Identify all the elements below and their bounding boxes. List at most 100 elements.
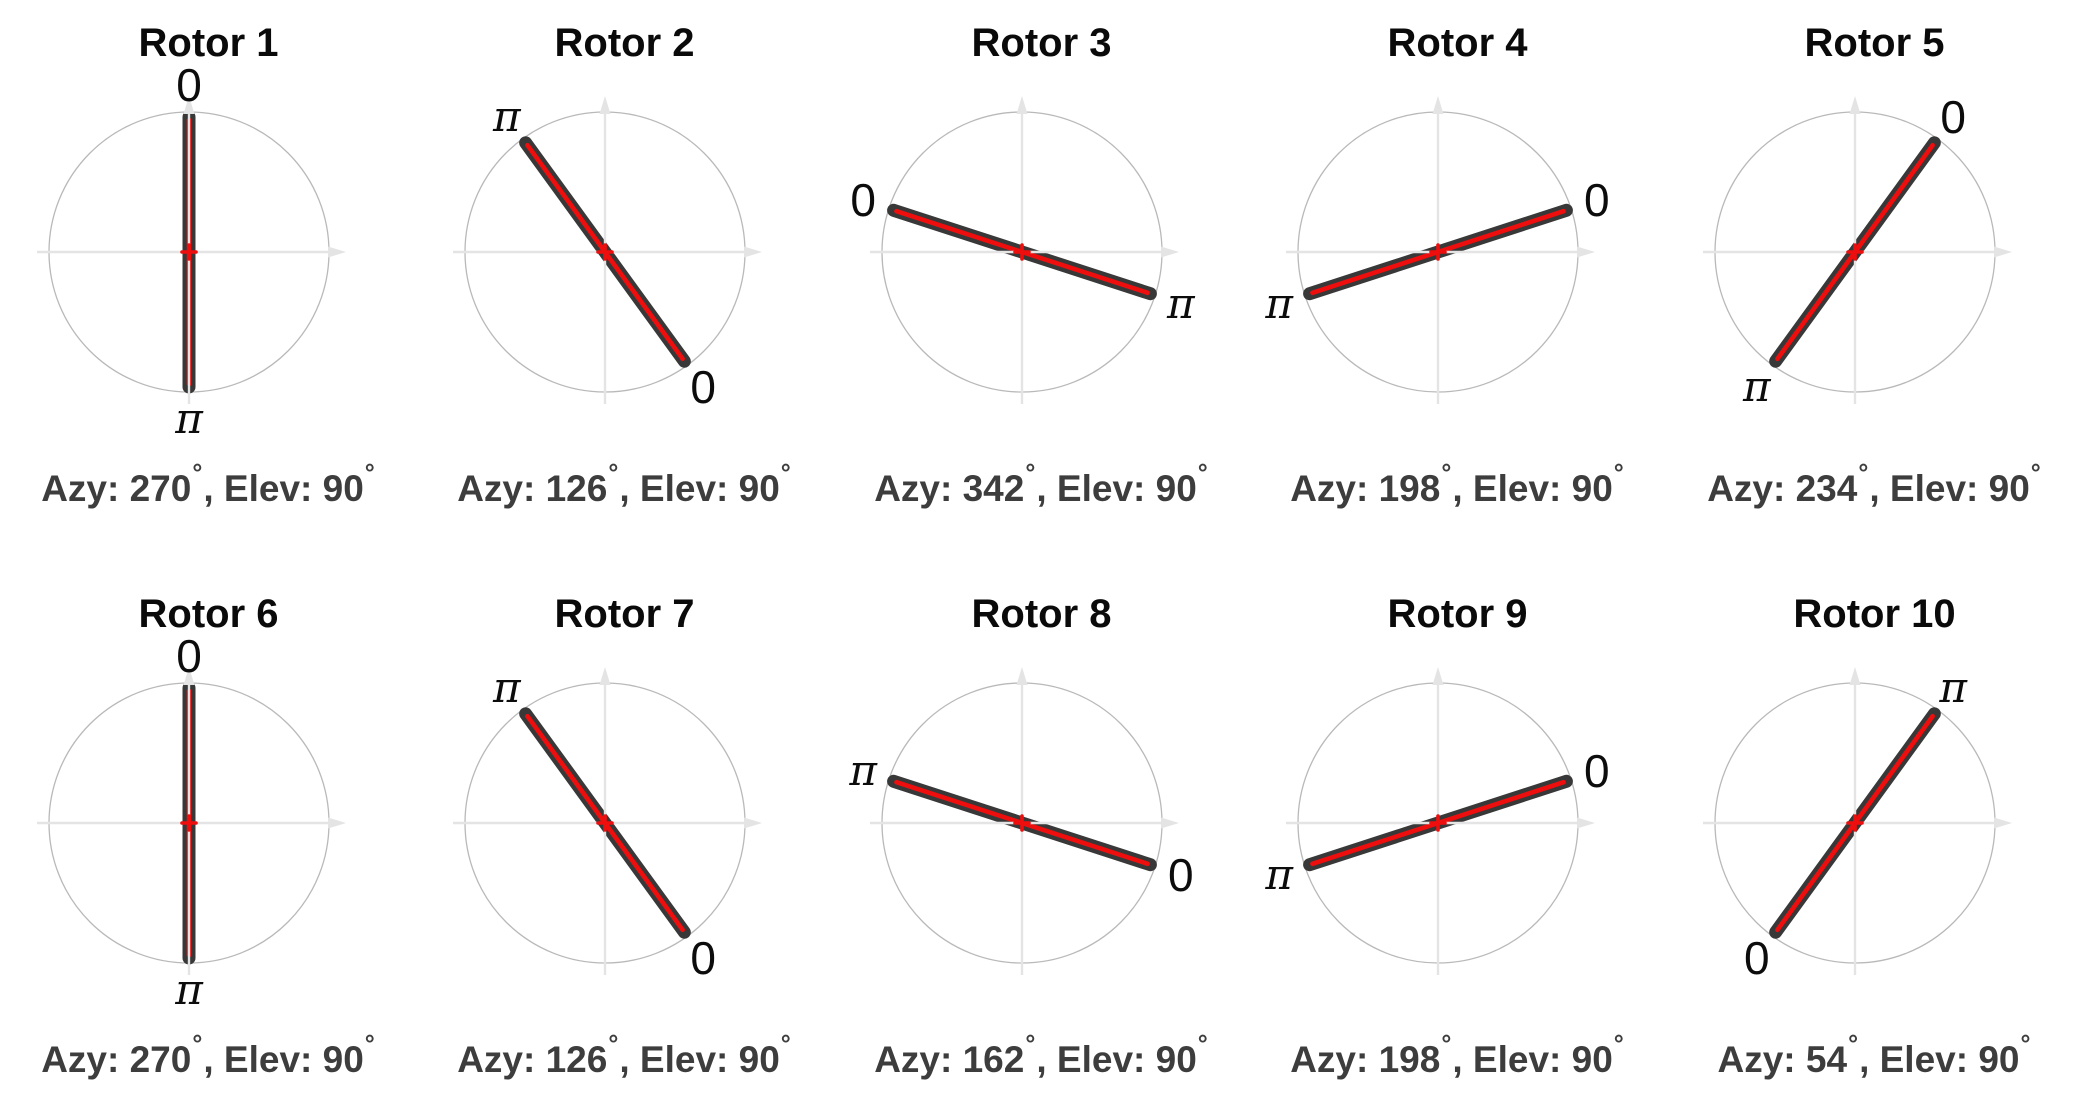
y-axis-arrow-icon — [1849, 96, 1861, 114]
y-axis-arrow-icon — [183, 96, 195, 114]
rotor-panel: Rotor 8 0 π Azy: 162°, Elev: 90° — [833, 571, 1250, 1102]
rotor-plot — [870, 667, 1179, 975]
y-axis-arrow-icon — [1016, 96, 1028, 114]
caption-elev-label: , Elev: — [203, 468, 323, 509]
pi-label: π — [493, 662, 521, 712]
rotor-panel: Rotor 9 0 π Azy: 198°, Elev: 90° — [1249, 571, 1666, 1102]
rotor-title: Rotor 2 — [554, 21, 695, 65]
degree-symbol: ° — [192, 1030, 203, 1058]
x-axis-arrow-icon — [1161, 246, 1179, 258]
rotor-title: Rotor 6 — [138, 592, 279, 636]
degree-symbol: ° — [1197, 459, 1208, 487]
rotor-caption: Azy: 126°, Elev: 90° — [416, 459, 833, 509]
caption-azy-value: 126 — [545, 1039, 608, 1080]
y-axis-arrow-icon — [1432, 667, 1444, 685]
pi-label: π — [1939, 662, 1967, 712]
degree-symbol: ° — [1858, 459, 1869, 487]
caption-azy-value: 234 — [1795, 468, 1858, 509]
rotor-caption: Azy: 270°, Elev: 90° — [0, 1030, 417, 1080]
degree-symbol: ° — [1613, 459, 1624, 487]
rotor-caption: Azy: 270°, Elev: 90° — [0, 459, 417, 509]
caption-azy-value: 270 — [129, 468, 192, 509]
degree-symbol: ° — [364, 459, 375, 487]
x-axis-arrow-icon — [744, 817, 762, 829]
caption-azy-label: Azy: — [1717, 1039, 1806, 1080]
pi-label: π — [493, 91, 521, 141]
rotor-title: Rotor 3 — [971, 21, 1112, 65]
rotor-panel: Rotor 3 0 π Azy: 342°, Elev: 90° — [833, 0, 1250, 531]
caption-azy-value: 198 — [1378, 468, 1441, 509]
zero-label: 0 — [1744, 932, 1770, 985]
degree-symbol: ° — [780, 1030, 791, 1058]
caption-elev-label: , Elev: — [1859, 1039, 1979, 1080]
rotor-plot — [453, 96, 762, 404]
caption-elev-value: 90 — [1155, 1039, 1197, 1080]
rotor-plot — [453, 667, 762, 975]
degree-symbol: ° — [2020, 1030, 2031, 1058]
rotor-title: Rotor 5 — [1804, 21, 1945, 65]
degree-symbol: ° — [1848, 1030, 1859, 1058]
rotor-title: Rotor 7 — [554, 592, 695, 636]
caption-azy-label: Azy: — [1707, 468, 1796, 509]
caption-elev-value: 90 — [738, 1039, 780, 1080]
y-axis-arrow-icon — [1432, 96, 1444, 114]
zero-label: 0 — [690, 932, 716, 985]
caption-azy-label: Azy: — [457, 1039, 546, 1080]
caption-elev-label: , Elev: — [619, 1039, 739, 1080]
zero-label: 0 — [1168, 848, 1194, 901]
rotor-title: Rotor 1 — [138, 21, 279, 65]
x-axis-arrow-icon — [1577, 246, 1595, 258]
x-axis-arrow-icon — [1994, 246, 2012, 258]
rotor-plot — [1703, 667, 2012, 975]
caption-azy-value: 54 — [1805, 1039, 1848, 1080]
x-axis-arrow-icon — [1577, 817, 1595, 829]
rotor-plot — [870, 96, 1179, 404]
rotor-plot — [1286, 96, 1595, 404]
caption-azy-label: Azy: — [41, 468, 130, 509]
pi-label: π — [175, 965, 203, 1014]
zero-label: 0 — [176, 630, 202, 682]
caption-elev-value: 90 — [738, 468, 780, 509]
pi-label: π — [1167, 278, 1195, 328]
caption-elev-label: , Elev: — [1869, 468, 1989, 509]
x-axis-arrow-icon — [1161, 817, 1179, 829]
rotor-plot — [1286, 667, 1595, 975]
caption-elev-value: 90 — [1978, 1039, 2020, 1080]
rotor-caption: Azy: 162°, Elev: 90° — [833, 1030, 1250, 1080]
pi-label: π — [849, 746, 877, 796]
caption-azy-label: Azy: — [457, 468, 546, 509]
caption-elev-label: , Elev: — [1036, 468, 1156, 509]
rotor-caption: Azy: 126°, Elev: 90° — [416, 1030, 833, 1080]
x-axis-arrow-icon — [744, 246, 762, 258]
rotor-panel: Rotor 2 0 π Azy: 126°, Elev: 90° — [416, 0, 833, 531]
caption-azy-value: 198 — [1378, 1039, 1441, 1080]
degree-symbol: ° — [1441, 459, 1452, 487]
zero-label: 0 — [1584, 174, 1610, 227]
rotor-caption: Azy: 54°, Elev: 90° — [1666, 1030, 2082, 1080]
caption-azy-label: Azy: — [41, 1039, 130, 1080]
degree-symbol: ° — [1197, 1030, 1208, 1058]
caption-elev-label: , Elev: — [1452, 1039, 1572, 1080]
degree-symbol: ° — [780, 459, 791, 487]
rotor-title: Rotor 10 — [1793, 592, 1956, 636]
caption-elev-value: 90 — [1988, 468, 2030, 509]
degree-symbol: ° — [1025, 1030, 1036, 1058]
y-axis-arrow-icon — [599, 667, 611, 685]
rotor-panel: Rotor 5 0 π Azy: 234°, Elev: 90° — [1666, 0, 2082, 531]
pi-label: π — [175, 394, 203, 443]
x-axis-arrow-icon — [328, 817, 346, 829]
x-axis-arrow-icon — [328, 246, 346, 258]
rotor-caption: Azy: 198°, Elev: 90° — [1249, 459, 1666, 509]
zero-label: 0 — [176, 59, 202, 111]
caption-azy-label: Azy: — [1290, 468, 1379, 509]
rotor-plot — [37, 667, 346, 975]
caption-elev-label: , Elev: — [203, 1039, 323, 1080]
caption-azy-label: Azy: — [1290, 1039, 1379, 1080]
zero-label: 0 — [1584, 745, 1610, 798]
caption-elev-label: , Elev: — [1036, 1039, 1156, 1080]
caption-azy-value: 342 — [962, 468, 1025, 509]
zero-label: 0 — [1940, 90, 1966, 143]
caption-elev-label: , Elev: — [1452, 468, 1572, 509]
degree-symbol: ° — [192, 459, 203, 487]
rotor-title: Rotor 4 — [1387, 21, 1528, 65]
